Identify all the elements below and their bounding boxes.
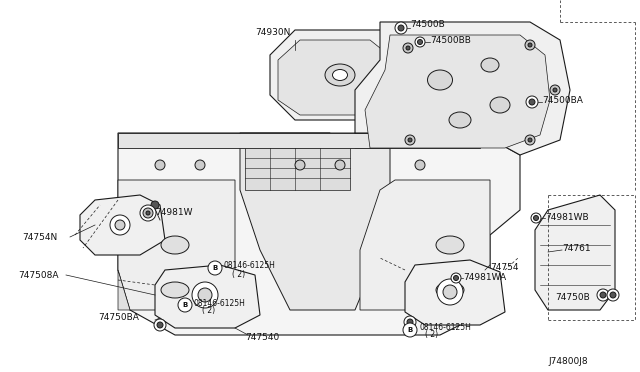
- Circle shape: [195, 160, 205, 170]
- Circle shape: [295, 160, 305, 170]
- Circle shape: [415, 37, 425, 47]
- Text: 74500B: 74500B: [410, 19, 445, 29]
- Circle shape: [407, 319, 413, 325]
- Ellipse shape: [333, 70, 348, 80]
- Circle shape: [198, 288, 212, 302]
- Circle shape: [403, 323, 417, 337]
- Circle shape: [531, 213, 541, 223]
- Text: 74981WB: 74981WB: [545, 212, 589, 221]
- Polygon shape: [270, 30, 410, 120]
- Polygon shape: [278, 40, 395, 115]
- Polygon shape: [245, 148, 350, 190]
- Circle shape: [395, 22, 407, 34]
- Ellipse shape: [436, 282, 464, 298]
- Polygon shape: [118, 133, 520, 335]
- Text: ( 2): ( 2): [425, 330, 438, 340]
- Ellipse shape: [161, 236, 189, 254]
- Text: B: B: [408, 327, 413, 333]
- Text: 08146-6125H: 08146-6125H: [420, 324, 472, 333]
- Ellipse shape: [490, 97, 510, 113]
- Circle shape: [155, 160, 165, 170]
- Text: 74500BB: 74500BB: [430, 35, 471, 45]
- Circle shape: [404, 316, 416, 328]
- Polygon shape: [155, 265, 260, 328]
- Text: 08146-6125H: 08146-6125H: [194, 298, 246, 308]
- Text: 74981WA: 74981WA: [463, 273, 506, 282]
- Circle shape: [154, 319, 166, 331]
- Circle shape: [408, 138, 412, 142]
- Polygon shape: [365, 35, 550, 148]
- Ellipse shape: [428, 70, 452, 90]
- Polygon shape: [118, 133, 480, 148]
- Ellipse shape: [449, 112, 471, 128]
- Polygon shape: [118, 270, 130, 310]
- Circle shape: [528, 138, 532, 142]
- Circle shape: [143, 208, 153, 218]
- Text: 74754N: 74754N: [22, 232, 57, 241]
- Text: J74800J8: J74800J8: [548, 357, 588, 366]
- Circle shape: [178, 298, 192, 312]
- Text: 74750B: 74750B: [555, 294, 589, 302]
- Polygon shape: [360, 180, 490, 310]
- Circle shape: [528, 43, 532, 47]
- Circle shape: [405, 135, 415, 145]
- Circle shape: [208, 261, 222, 275]
- Circle shape: [550, 85, 560, 95]
- Circle shape: [553, 88, 557, 92]
- Text: 08146-6125H: 08146-6125H: [224, 260, 276, 269]
- Text: 747540: 747540: [245, 334, 279, 343]
- Circle shape: [526, 96, 538, 108]
- Text: 74981W: 74981W: [155, 208, 193, 217]
- Circle shape: [525, 135, 535, 145]
- Text: 74761: 74761: [562, 244, 591, 253]
- Circle shape: [610, 292, 616, 298]
- Ellipse shape: [161, 282, 189, 298]
- Circle shape: [115, 220, 125, 230]
- Polygon shape: [240, 133, 390, 310]
- Circle shape: [403, 43, 413, 53]
- Circle shape: [151, 201, 159, 209]
- Text: ( 2): ( 2): [202, 307, 215, 315]
- Circle shape: [417, 39, 422, 45]
- Circle shape: [443, 285, 457, 299]
- Circle shape: [406, 46, 410, 50]
- Circle shape: [192, 282, 218, 308]
- Polygon shape: [118, 180, 235, 310]
- Circle shape: [529, 99, 535, 105]
- Circle shape: [534, 215, 538, 221]
- Text: ( 2): ( 2): [232, 269, 245, 279]
- Text: B: B: [182, 302, 188, 308]
- Text: B: B: [212, 265, 218, 271]
- Circle shape: [600, 292, 606, 298]
- Text: 74500BA: 74500BA: [542, 96, 583, 105]
- Circle shape: [146, 211, 150, 215]
- Circle shape: [451, 273, 461, 283]
- Circle shape: [437, 279, 463, 305]
- Text: 74750BA: 74750BA: [98, 314, 139, 323]
- Ellipse shape: [481, 58, 499, 72]
- Circle shape: [607, 289, 619, 301]
- Circle shape: [525, 40, 535, 50]
- Circle shape: [597, 289, 609, 301]
- Text: 74754: 74754: [490, 263, 518, 273]
- Circle shape: [415, 160, 425, 170]
- Circle shape: [157, 322, 163, 328]
- Polygon shape: [535, 195, 615, 310]
- Circle shape: [110, 215, 130, 235]
- Polygon shape: [355, 22, 570, 155]
- Polygon shape: [80, 195, 165, 255]
- Circle shape: [454, 276, 458, 280]
- Circle shape: [140, 205, 156, 221]
- Polygon shape: [405, 260, 505, 325]
- Ellipse shape: [325, 64, 355, 86]
- Text: 74930N: 74930N: [255, 28, 291, 36]
- Circle shape: [335, 160, 345, 170]
- Text: 747508A: 747508A: [18, 270, 58, 279]
- Ellipse shape: [436, 236, 464, 254]
- Circle shape: [398, 25, 404, 31]
